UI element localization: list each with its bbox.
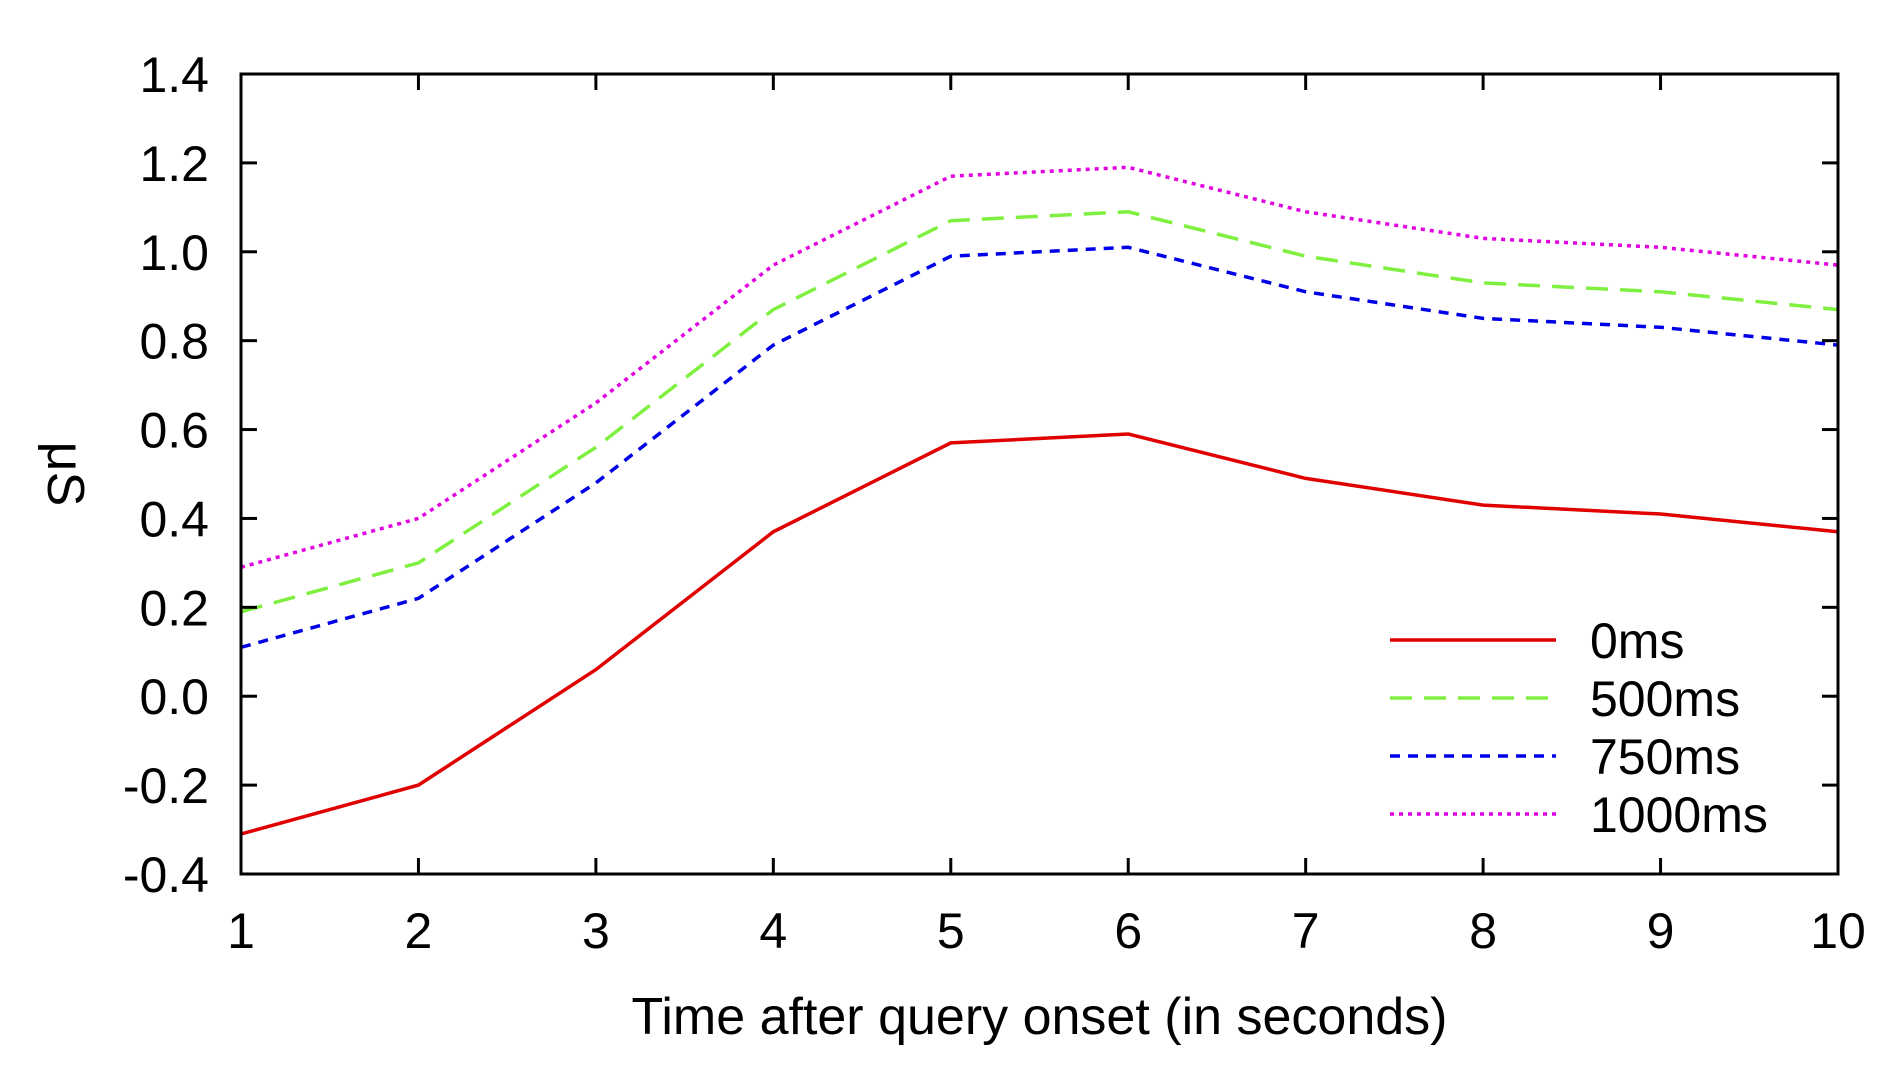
series-line-0ms xyxy=(240,432,1839,836)
y-tick-label: 0.6 xyxy=(139,403,209,459)
x-tick-label: 8 xyxy=(1469,903,1497,959)
x-tick-label: 5 xyxy=(937,903,965,959)
x-axis-title: Time after query onset (in seconds) xyxy=(632,988,1448,1046)
series-line-500ms xyxy=(240,210,1839,614)
y-tick-label: 0.2 xyxy=(139,580,209,636)
x-tick-label: 6 xyxy=(1114,903,1142,959)
series-line-750ms xyxy=(240,245,1839,649)
x-tick-label: 2 xyxy=(405,903,433,959)
y-tick-label: 1.0 xyxy=(139,225,209,281)
x-tick-label: 1 xyxy=(227,903,255,959)
y-tick-label: 1.4 xyxy=(139,47,209,103)
y-tick-label: 1.2 xyxy=(139,136,209,192)
legend-label: 0ms xyxy=(1590,613,1684,669)
y-tick-label: -0.4 xyxy=(123,847,209,903)
ticks-layer: -0.4 -0.2 0.0 0.2 0.4 0.6 0.8 1.0 1.2 1.4 1 2 3 4 5 6 7 8… xyxy=(123,47,1866,959)
legend-label: 750ms xyxy=(1590,729,1740,785)
x-tick-label: 7 xyxy=(1292,903,1320,959)
y-tick-label: 0.0 xyxy=(139,669,209,725)
x-tick-label: 9 xyxy=(1647,903,1675,959)
x-tick-label: 10 xyxy=(1810,903,1866,959)
legend-label: 1000ms xyxy=(1590,787,1768,843)
y-tick-label: -0.2 xyxy=(123,758,209,814)
y-tick-label: 0.4 xyxy=(139,491,209,547)
x-tick-label: 3 xyxy=(582,903,610,959)
y-axis-title: μS xyxy=(36,442,94,507)
series-layer xyxy=(240,165,1839,836)
plot-frame xyxy=(239,72,1840,876)
legend-label: 500ms xyxy=(1590,671,1740,727)
series-line-1000ms xyxy=(240,165,1839,569)
y-tick-label: 0.8 xyxy=(139,314,209,370)
x-tick-label: 4 xyxy=(759,903,787,959)
